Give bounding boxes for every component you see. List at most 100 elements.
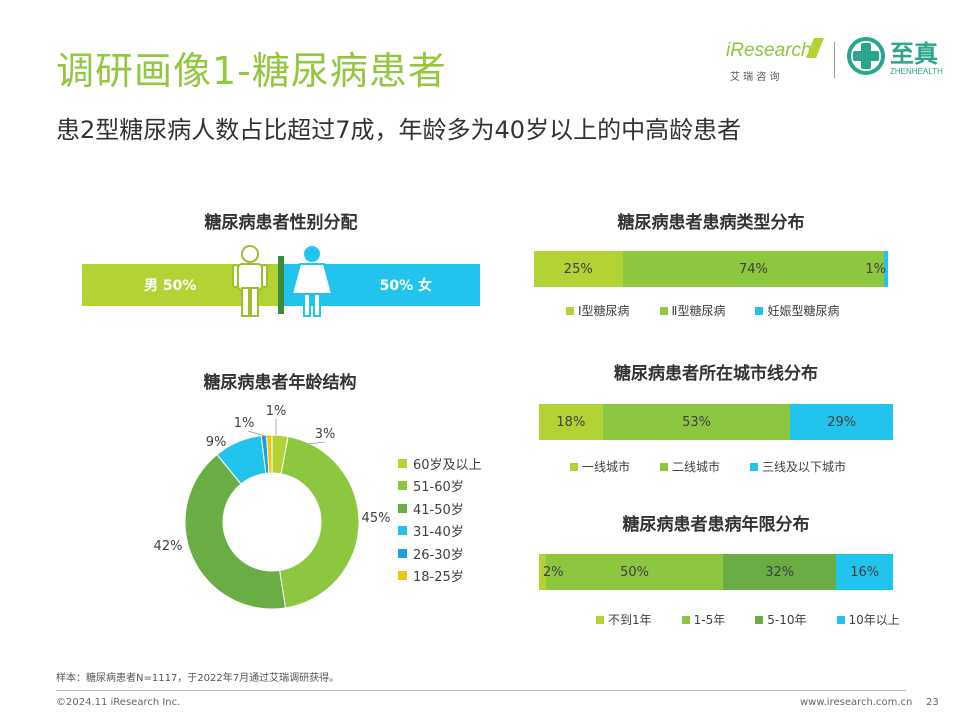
legend-swatch bbox=[596, 615, 604, 624]
data-label: 53% bbox=[682, 414, 711, 430]
bar-segment: 74% bbox=[622, 251, 885, 287]
iresearch-logo-brand: iResearch bbox=[726, 40, 812, 61]
legend-label: 26-30岁 bbox=[413, 547, 464, 563]
legend-item: 三线及以下城市 bbox=[750, 458, 846, 475]
legend-label: 10年以上 bbox=[848, 613, 900, 627]
donut-slice bbox=[184, 453, 287, 610]
donut-data-label: 3% bbox=[315, 427, 336, 442]
legend-label: 41-50岁 bbox=[413, 502, 464, 518]
type-legend: Ⅰ型糖尿病 Ⅱ型糖尿病 妊娠型糖尿病 bbox=[566, 302, 869, 319]
legend-label: 不到1年 bbox=[608, 613, 652, 627]
legend-swatch bbox=[398, 481, 407, 491]
legend-swatch bbox=[398, 571, 407, 581]
donut-data-label: 1% bbox=[234, 416, 255, 431]
legend-swatch bbox=[755, 306, 764, 315]
legend-item: 不到1年 bbox=[596, 611, 652, 628]
data-label: 32% bbox=[765, 564, 795, 580]
donut-slice bbox=[279, 435, 360, 609]
leader-line bbox=[247, 430, 269, 438]
bar-segment: 29% bbox=[790, 404, 893, 440]
donut-data-label: 1% bbox=[266, 404, 287, 419]
page-number: 23 bbox=[926, 697, 939, 708]
city-chart-title: 糖尿病患者所在城市线分布 bbox=[614, 364, 818, 384]
legend-label: Ⅱ型糖尿病 bbox=[671, 304, 726, 318]
donut-data-label: 42% bbox=[154, 539, 183, 554]
legend-swatch bbox=[398, 503, 407, 513]
website-link[interactable]: www.iresearch.com.cn bbox=[800, 697, 913, 708]
legend-item: 60岁及以上 bbox=[398, 452, 482, 475]
bar-segment: 32% bbox=[723, 554, 837, 590]
data-label: 18% bbox=[556, 414, 586, 430]
legend-item: 一线城市 bbox=[570, 458, 630, 475]
type-stacked-bar: 25% 74% 1% bbox=[534, 251, 888, 287]
legend-label: 31-40岁 bbox=[413, 525, 464, 541]
legend-swatch bbox=[398, 526, 407, 536]
legend-item: 二线城市 bbox=[660, 458, 720, 475]
gender-chart-title: 糖尿病患者性别分配 bbox=[204, 213, 358, 233]
legend-swatch bbox=[750, 462, 759, 471]
legend-item: Ⅱ型糖尿病 bbox=[659, 302, 726, 319]
legend-label: Ⅰ型糖尿病 bbox=[578, 304, 630, 318]
legend-label: 一线城市 bbox=[582, 460, 631, 474]
iresearch-logo-tagline: 艾 瑞 咨 询 bbox=[730, 70, 780, 83]
legend-item: 1-5年 bbox=[681, 611, 726, 628]
type-chart-title: 糖尿病患者患病类型分布 bbox=[617, 213, 805, 233]
donut-data-label: 9% bbox=[206, 435, 227, 450]
zhenhealth-logo-brand: 至真 bbox=[890, 40, 938, 68]
footer-divider bbox=[56, 690, 906, 691]
legend-swatch bbox=[681, 615, 690, 624]
legend-label: 二线城市 bbox=[672, 460, 721, 474]
legend-label: 18-25岁 bbox=[413, 570, 464, 586]
data-label: 25% bbox=[563, 261, 593, 277]
duration-legend: 不到1年 1-5年 5-10年 10年以上 bbox=[596, 611, 930, 628]
male-person-icon bbox=[232, 245, 268, 317]
page-title: 调研画像1-糖尿病患者 bbox=[56, 49, 447, 93]
data-label: 74% bbox=[739, 261, 768, 277]
legend-label: 60岁及以上 bbox=[413, 457, 482, 473]
legend-swatch bbox=[659, 306, 668, 315]
legend-swatch bbox=[755, 615, 764, 624]
legend-label: 5-10年 bbox=[767, 613, 807, 627]
legend-swatch bbox=[398, 548, 407, 558]
data-label: 16% bbox=[850, 564, 880, 580]
bar-segment: 25% bbox=[534, 251, 623, 287]
copyright: ©2024.11 iResearch Inc. bbox=[56, 697, 181, 708]
legend-label: 1-5年 bbox=[693, 613, 726, 627]
age-chart-title: 糖尿病患者年龄结构 bbox=[203, 373, 357, 393]
legend-label: 三线及以下城市 bbox=[762, 460, 847, 474]
legend-swatch bbox=[836, 615, 845, 624]
bar-segment: 2% bbox=[539, 554, 564, 590]
bar-segment: 16% bbox=[836, 554, 893, 590]
legend-swatch bbox=[398, 458, 407, 468]
gender-divider bbox=[278, 256, 284, 314]
donut-slice bbox=[266, 434, 273, 474]
bar-segment: 1% bbox=[865, 251, 888, 287]
legend-swatch bbox=[570, 462, 578, 471]
iresearch-logo: iResearch 艾 瑞 咨 询 bbox=[724, 38, 824, 83]
age-donut-chart: 3% 45% 42% 9% 1% 1% bbox=[154, 404, 390, 610]
legend-item: 41-50岁 bbox=[398, 497, 482, 520]
gender-icons bbox=[232, 245, 334, 317]
zhenhealth-logo: 至真 ZHENHEALTH bbox=[847, 37, 943, 76]
legend-item: 31-40岁 bbox=[398, 520, 482, 543]
legend-item: 18-25岁 bbox=[398, 565, 482, 588]
legend-item: 5-10年 bbox=[755, 611, 807, 628]
bar-segment: 50% bbox=[546, 554, 724, 590]
city-legend: 一线城市 二线城市 三线及以下城市 bbox=[570, 458, 876, 475]
zhenhealth-logo-tagline: ZHENHEALTH bbox=[890, 67, 943, 76]
legend-swatch bbox=[566, 306, 574, 315]
legend-item: Ⅰ型糖尿病 bbox=[566, 302, 630, 319]
legend-item: 51-60岁 bbox=[398, 475, 482, 498]
duration-chart-title: 糖尿病患者患病年限分布 bbox=[622, 515, 810, 535]
legend-label: 51-60岁 bbox=[413, 480, 464, 496]
legend-item: 妊娠型糖尿病 bbox=[755, 302, 839, 319]
bar-segment: 53% bbox=[602, 404, 791, 440]
female-person-icon bbox=[290, 246, 334, 317]
legend-item: 10年以上 bbox=[836, 611, 900, 628]
legend-swatch bbox=[660, 462, 669, 471]
legend-label: 妊娠型糖尿病 bbox=[767, 304, 840, 318]
data-label: 50% bbox=[620, 564, 650, 580]
data-label: 1% bbox=[865, 261, 886, 277]
duration-stacked-bar: 2% 50% 32% 16% bbox=[539, 554, 893, 590]
legend-item: 26-30岁 bbox=[398, 542, 482, 565]
